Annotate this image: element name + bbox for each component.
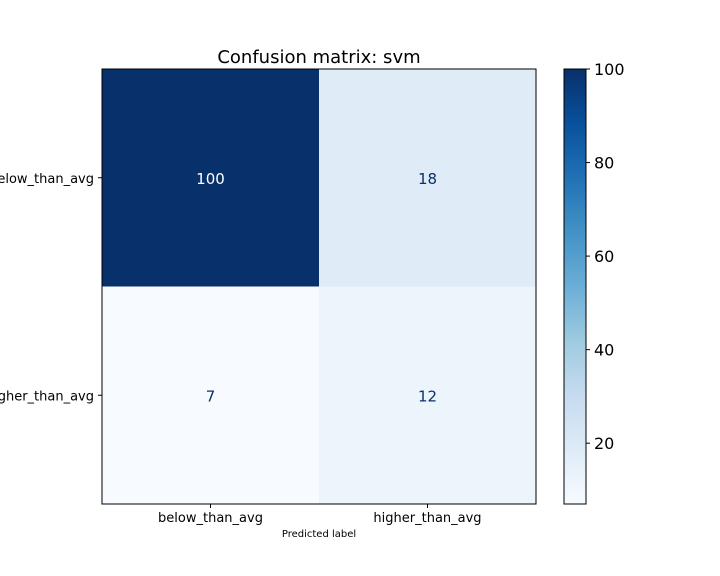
heatmap-cell <box>319 69 536 287</box>
x-axis-ticks: below_than_avg higher_than_avg <box>158 504 482 526</box>
colorbar-ticks: 20 40 60 80 100 <box>586 60 625 453</box>
cell-value-label: 7 <box>206 387 216 405</box>
heatmap-cells: 100 18 7 12 <box>102 69 536 504</box>
plot-frame <box>101 68 537 505</box>
x-tick-label: below_than_avg <box>158 511 263 526</box>
colorbar <box>563 68 587 505</box>
colorbar-tick-label: 40 <box>594 341 614 360</box>
y-tick-label: higher_than_avg <box>0 389 94 404</box>
cell-value-label: 100 <box>196 170 225 188</box>
x-tick-label: higher_than_avg <box>373 511 481 526</box>
heatmap-cell <box>319 286 536 504</box>
colorbar-tick-label: 60 <box>594 247 614 266</box>
chart-title: Confusion matrix: svm <box>217 47 420 68</box>
colorbar-tick-label: 80 <box>594 154 614 173</box>
y-tick-label: below_than_avg <box>0 172 94 187</box>
cell-value-label: 18 <box>418 170 437 188</box>
heatmap-cell <box>102 69 319 287</box>
y-axis-ticks: below_than_avg higher_than_avg <box>0 172 102 404</box>
colorbar-tick-label: 100 <box>594 60 625 79</box>
heatmap-cell <box>102 286 319 504</box>
colorbar-tick-label: 20 <box>594 434 614 453</box>
cell-value-label: 12 <box>418 387 437 405</box>
x-axis-label: Predicted label <box>282 529 356 540</box>
